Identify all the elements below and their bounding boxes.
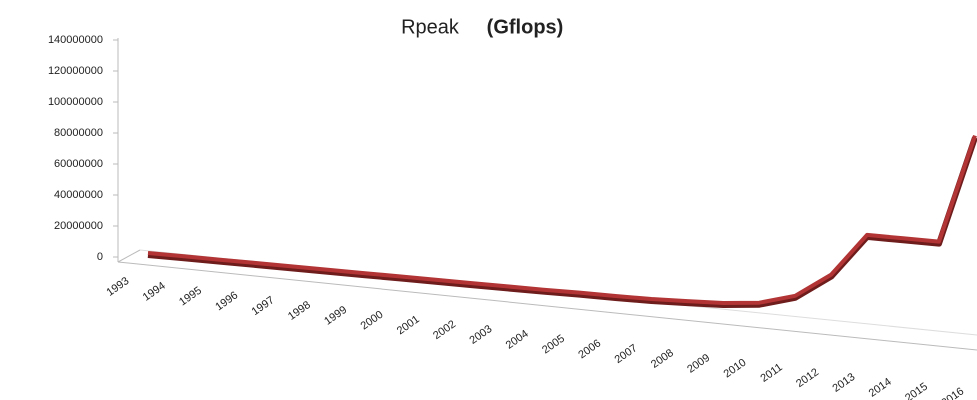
x-tick-label: 2014	[867, 376, 894, 400]
x-tick-label: 1995	[177, 285, 204, 309]
x-tick-label: 2002	[431, 318, 458, 342]
x-tick-label: 1996	[213, 289, 240, 313]
line-shadow	[147, 136, 977, 308]
y-tick-label: 140000000	[48, 34, 103, 46]
y-tick-label: 0	[97, 251, 103, 263]
x-tick-label: 1999	[322, 304, 349, 328]
x-tick-label: 1998	[286, 299, 313, 323]
y-tick-label: 80000000	[54, 127, 103, 139]
x-tick-label: 2005	[540, 333, 567, 357]
chart-title: Rpeak	[401, 16, 460, 38]
x-tick-label: 2011	[759, 361, 785, 384]
chart-unit: (Gflops)	[487, 16, 564, 38]
x-tick-label: 2006	[576, 337, 603, 361]
x-tick-label: 2008	[649, 347, 676, 371]
y-tick-label: 60000000	[54, 158, 103, 170]
x-tick-label: 2010	[722, 357, 749, 381]
x-tick-label: 2013	[830, 371, 857, 395]
x-tick-label: 2015	[903, 381, 930, 400]
floor-front	[117, 261, 977, 351]
x-tick-label: 1994	[141, 280, 168, 304]
series-line	[147, 134, 977, 305]
x-tick-label: 2001	[395, 313, 422, 337]
y-tick-label: 20000000	[54, 220, 103, 232]
x-tick-label: 2007	[613, 342, 640, 366]
x-tick-label: 2004	[504, 328, 531, 352]
x-tick-label: 1993	[104, 275, 131, 299]
y-tick-label: 40000000	[54, 189, 103, 201]
x-tick-label: 2000	[359, 309, 386, 333]
y-tick-label: 120000000	[48, 65, 103, 77]
x-tick-label: 2003	[467, 323, 494, 347]
floor-side	[117, 249, 141, 263]
y-tick-label: 100000000	[48, 96, 103, 108]
x-tick-label: 2016	[939, 385, 966, 400]
x-tick-label: 2012	[794, 366, 821, 390]
x-tick-label: 2009	[685, 352, 712, 376]
x-tick-label: 1997	[250, 294, 277, 318]
